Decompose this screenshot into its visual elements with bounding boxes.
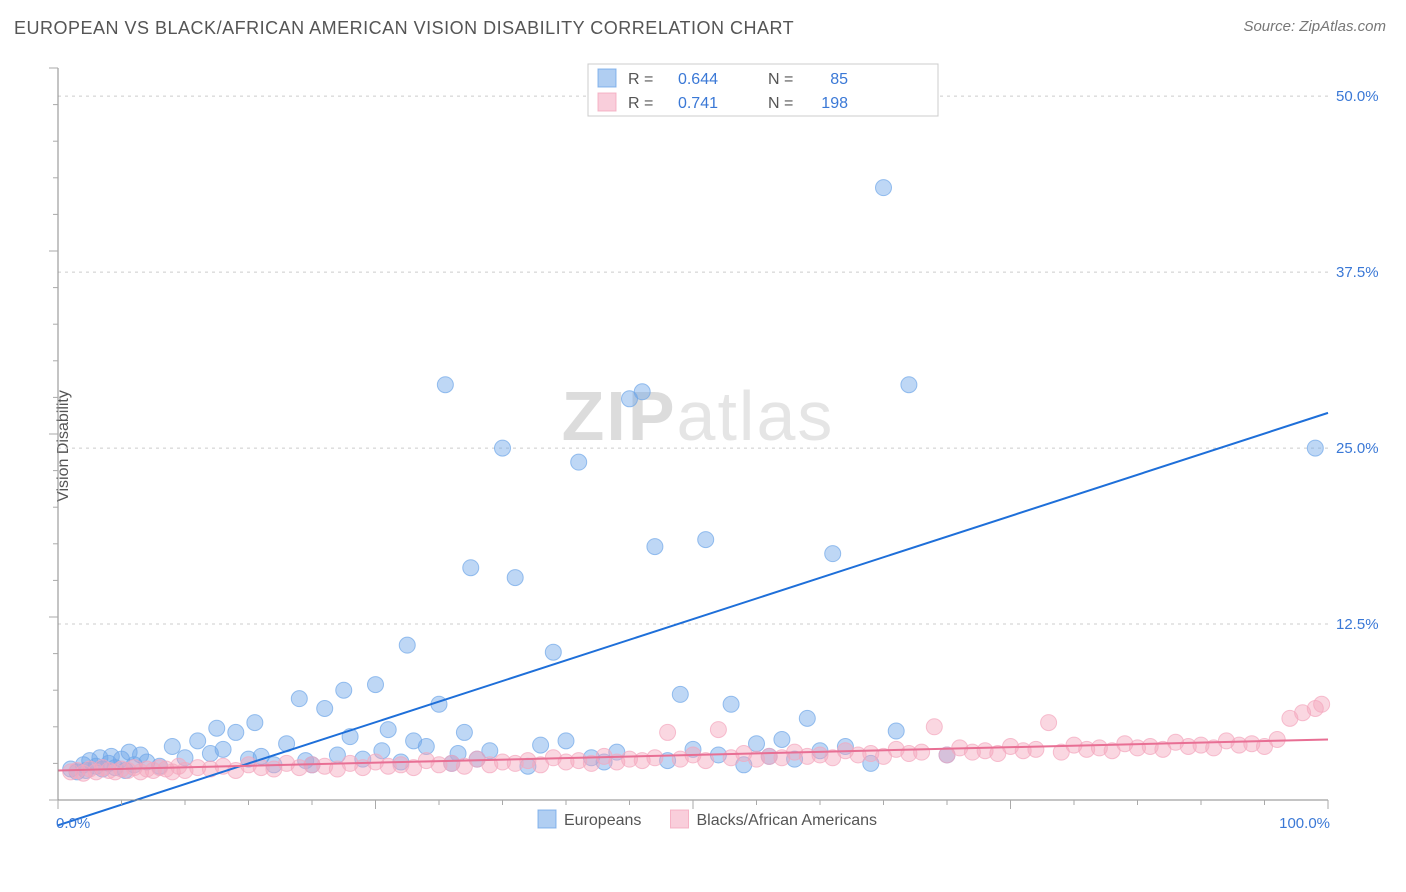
x-tick-label: 100.0%: [1279, 815, 1330, 832]
x-tick-label: 0.0%: [56, 815, 90, 832]
legend-swatch: [598, 69, 616, 87]
legend-r-value: 0.644: [678, 71, 718, 88]
legend-label: R =: [628, 71, 653, 88]
trendline: [58, 413, 1328, 825]
series-europeans: [63, 180, 1324, 780]
y-tick-label: 25.0%: [1336, 440, 1379, 457]
watermark: ZIPatlas: [562, 377, 835, 455]
series-blacks-african-americans: [63, 696, 1330, 781]
legend-r-value: 0.741: [678, 95, 718, 112]
legend-label: N =: [768, 71, 793, 88]
legend-series-label: Europeans: [564, 812, 641, 829]
legend-swatch: [538, 810, 556, 828]
y-tick-label: 12.5%: [1336, 616, 1379, 633]
legend-label: R =: [628, 95, 653, 112]
series-legend: Europeans Blacks/African Americans: [538, 810, 877, 829]
legend-n-value: 198: [821, 95, 848, 112]
legend-label: N =: [768, 95, 793, 112]
legend-swatch: [598, 93, 616, 111]
legend-swatch: [671, 810, 689, 828]
plot-area: 12.5% 25.0% 37.5% 50.0% ZIPatlas 0.0% 100.0% R …: [48, 60, 1388, 840]
legend-n-value: 85: [830, 71, 848, 88]
scatter-chart: 12.5% 25.0% 37.5% 50.0% ZIPatlas 0.0% 100.0% R …: [48, 60, 1388, 840]
y-tick-label: 37.5%: [1336, 264, 1379, 281]
source-label: Source: ZipAtlas.com: [1243, 18, 1386, 35]
legend-series-label: Blacks/African Americans: [697, 812, 878, 829]
y-tick-label: 50.0%: [1336, 88, 1379, 105]
chart-title: EUROPEAN VS BLACK/AFRICAN AMERICAN VISIO…: [14, 18, 794, 39]
